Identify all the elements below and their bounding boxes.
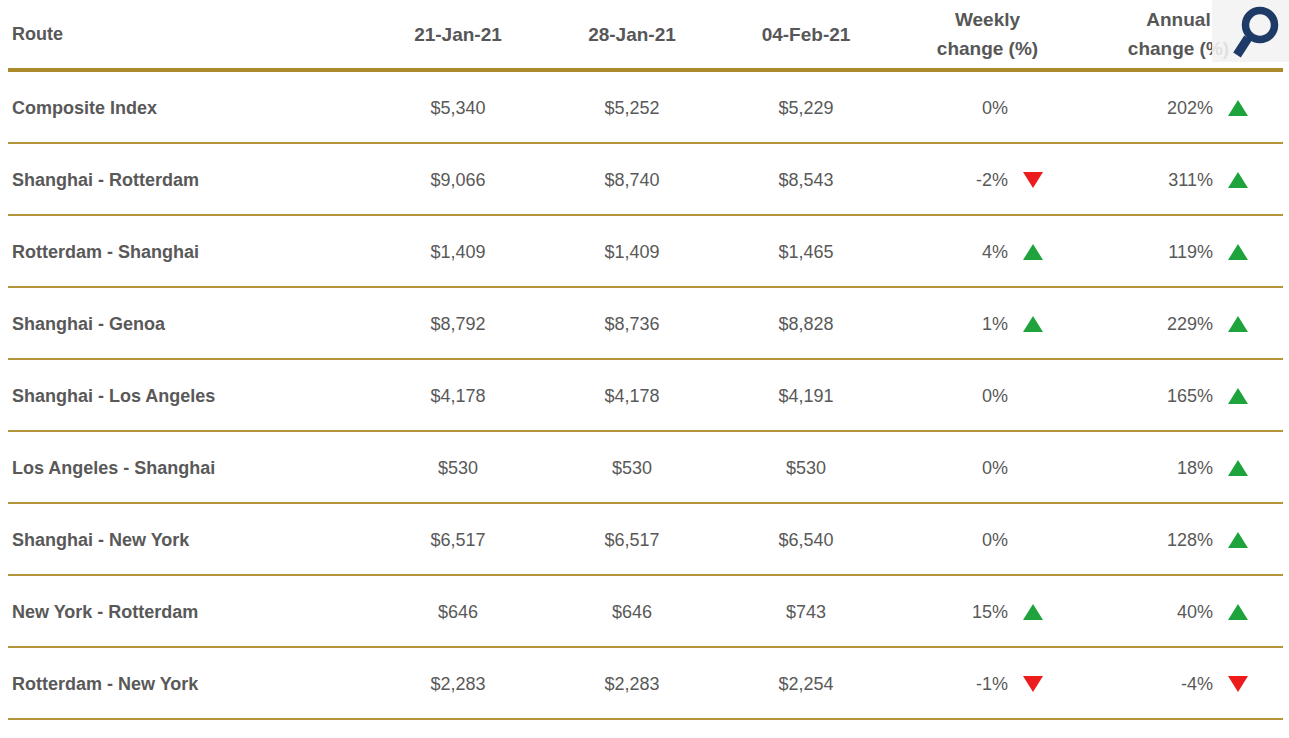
weekly-change-value: 0% [889,98,1008,119]
table-row: Rotterdam - Shanghai $1,409 $1,409 $1,46… [0,216,1289,288]
table-row: Shanghai - Los Angeles $4,178 $4,178 $4,… [0,360,1289,432]
weekly-change-value: -1% [889,674,1008,695]
value-cell-week2: $530 [541,458,723,479]
annual-change-value: 202% [1048,98,1213,119]
value-cell-week3: $1,465 [723,242,889,263]
annual-change-value: 128% [1048,530,1213,551]
route-cell: Los Angeles - Shanghai [0,458,375,479]
value-cell-week2: $8,740 [541,170,723,191]
annual-trend-arrow-icon [1228,316,1248,332]
value-cell-week2: $1,409 [541,242,723,263]
weekly-change-value: 0% [889,386,1008,407]
weekly-change-value: 4% [889,242,1008,263]
value-cell-week1: $646 [375,602,541,623]
col-header-weekly-change: Weekly change (%) [889,5,1048,63]
route-cell: Composite Index [0,98,375,119]
annual-change-value: -4% [1048,674,1213,695]
weekly-header-line2: change (%) [927,34,1048,63]
annual-trend-arrow-icon [1228,172,1248,188]
table-row: Rotterdam - New York $2,283 $2,283 $2,25… [0,648,1289,720]
value-cell-week3: $4,191 [723,386,889,407]
route-cell: Shanghai - Genoa [0,314,375,335]
col-header-date-1: 21-Jan-21 [375,20,541,49]
annual-change-value: 18% [1048,458,1213,479]
value-cell-week3: $5,229 [723,98,889,119]
value-cell-week1: $5,340 [375,98,541,119]
table-row: Composite Index $5,340 $5,252 $5,229 0% … [0,72,1289,144]
annual-trend-arrow-icon [1228,676,1248,692]
route-cell: Shanghai - Los Angeles [0,386,375,407]
value-cell-week3: $743 [723,602,889,623]
table-row: New York - Rotterdam $646 $646 $743 15% … [0,576,1289,648]
weekly-trend-arrow-icon [1023,244,1043,260]
table-row: Los Angeles - Shanghai $530 $530 $530 0%… [0,432,1289,504]
route-cell: Rotterdam - New York [0,674,375,695]
annual-change-value: 311% [1048,170,1213,191]
table-row: Shanghai - New York $6,517 $6,517 $6,540… [0,504,1289,576]
weekly-header-line1: Weekly [927,5,1048,34]
value-cell-week1: $6,517 [375,530,541,551]
route-cell: New York - Rotterdam [0,602,375,623]
weekly-change-value: -2% [889,170,1008,191]
freight-rates-table: Route 21-Jan-21 28-Jan-21 04-Feb-21 Week… [0,0,1289,738]
value-cell-week2: $4,178 [541,386,723,407]
annual-trend-arrow-icon [1228,460,1248,476]
annual-trend-arrow-icon [1228,100,1248,116]
table-body: Composite Index $5,340 $5,252 $5,229 0% … [0,72,1289,720]
annual-trend-arrow-icon [1228,604,1248,620]
value-cell-week2: $2,283 [541,674,723,695]
value-cell-week1: $9,066 [375,170,541,191]
route-cell: Rotterdam - Shanghai [0,242,375,263]
weekly-change-value: 15% [889,602,1008,623]
annual-change-value: 40% [1048,602,1213,623]
value-cell-week1: $2,283 [375,674,541,695]
col-header-date-2: 28-Jan-21 [541,20,723,49]
weekly-change-value: 0% [889,530,1008,551]
annual-trend-arrow-icon [1228,532,1248,548]
value-cell-week1: $4,178 [375,386,541,407]
weekly-change-value: 0% [889,458,1008,479]
value-cell-week2: $646 [541,602,723,623]
value-cell-week2: $6,517 [541,530,723,551]
value-cell-week2: $8,736 [541,314,723,335]
route-cell: Shanghai - Rotterdam [0,170,375,191]
value-cell-week3: $2,254 [723,674,889,695]
value-cell-week2: $5,252 [541,98,723,119]
annual-change-value: 229% [1048,314,1213,335]
search-icon[interactable] [1223,2,1281,64]
value-cell-week3: $6,540 [723,530,889,551]
table-row: Shanghai - Rotterdam $9,066 $8,740 $8,54… [0,144,1289,216]
value-cell-week3: $8,828 [723,314,889,335]
col-header-date-3: 04-Feb-21 [723,20,889,49]
value-cell-week1: $530 [375,458,541,479]
value-cell-week1: $8,792 [375,314,541,335]
weekly-trend-arrow-icon [1023,172,1043,188]
weekly-trend-arrow-icon [1023,316,1043,332]
annual-trend-arrow-icon [1228,244,1248,260]
value-cell-week3: $530 [723,458,889,479]
value-cell-week3: $8,543 [723,170,889,191]
route-cell: Shanghai - New York [0,530,375,551]
annual-change-value: 119% [1048,242,1213,263]
value-cell-week1: $1,409 [375,242,541,263]
col-header-route: Route [0,20,375,49]
annual-trend-arrow-icon [1228,388,1248,404]
annual-change-value: 165% [1048,386,1213,407]
table-row: Shanghai - Genoa $8,792 $8,736 $8,828 1%… [0,288,1289,360]
table-header: Route 21-Jan-21 28-Jan-21 04-Feb-21 Week… [0,0,1289,68]
weekly-change-value: 1% [889,314,1008,335]
weekly-trend-arrow-icon [1023,604,1043,620]
weekly-trend-arrow-icon [1023,676,1043,692]
